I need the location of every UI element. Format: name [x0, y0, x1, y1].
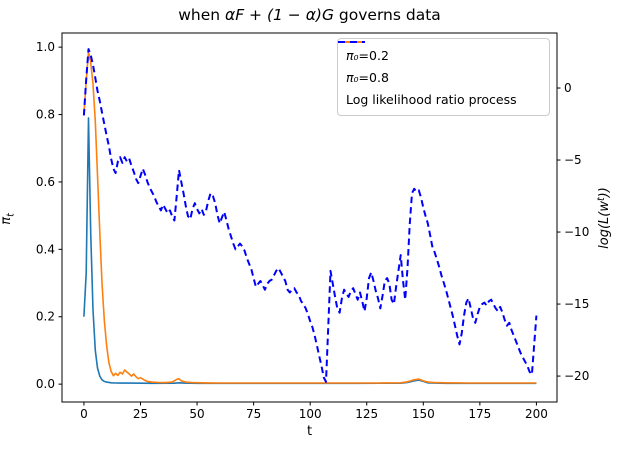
y-axis-label-left: πt: [0, 69, 17, 369]
title-prefix: when: [178, 6, 225, 24]
legend-label: π₀=0.2: [346, 47, 389, 63]
legend-label: π₀=0.8: [346, 69, 389, 85]
y-axis-label-right: log(L(wt)): [596, 68, 614, 368]
x-tick-label: 75: [246, 407, 261, 421]
y-right-tick-label: −15: [564, 297, 589, 311]
axes-tick-labels: 0 25 50 75 100 125 150 175 200 0.0 0.2 0.4 0.6 0.8 1.0…: [36, 40, 589, 421]
legend: π₀=0.2 π₀=0.8 Log likelihood ratio process: [337, 38, 550, 116]
x-tick-label: 25: [133, 407, 148, 421]
y-right-tick-label: −5: [564, 153, 582, 167]
x-tick-label: 150: [412, 407, 435, 421]
legend-entry-0: π₀=0.2: [338, 41, 541, 66]
x-axis-label: t: [306, 424, 313, 439]
legend-entry-1: π₀=0.8: [338, 41, 541, 88]
y-right-tick-label: −20: [564, 369, 589, 383]
axes-ticks: [58, 46, 561, 406]
y-left-sub: t: [5, 213, 17, 217]
y-right-tick-label: −10: [564, 225, 589, 239]
plot-series: [82, 48, 538, 385]
legend-label: Log likelihood ratio process: [346, 91, 517, 107]
y-left-tick-label: 0.6: [36, 175, 55, 189]
axes-box: [61, 32, 558, 403]
chart-title: when αF + (1 − α)G governs data: [62, 6, 557, 24]
x-tick-label: 0: [80, 407, 88, 421]
title-math: αF + (1 − α)G: [224, 6, 334, 24]
x-tick-label: 50: [189, 407, 204, 421]
legend-line-swatch: [338, 41, 365, 43]
series-line-2: [82, 48, 538, 383]
title-suffix: governs data: [333, 6, 441, 24]
x-tick-label: 200: [525, 407, 548, 421]
y-left-tick-label: 0.2: [36, 310, 55, 324]
y-left-tick-label: 1.0: [36, 40, 55, 54]
axes-spines: [61, 32, 558, 403]
y-right-sup: t: [596, 197, 607, 201]
x-tick-label: 100: [299, 407, 322, 421]
y-right-tick-label: 0: [564, 81, 572, 95]
y-right-post: )): [597, 187, 613, 198]
y-left-tick-label: 0.8: [36, 108, 55, 122]
x-tick-label: 125: [355, 407, 378, 421]
x-tick-label: 175: [468, 407, 491, 421]
y-right-pre: log(L(w: [597, 201, 613, 249]
y-left-tick-label: 0.0: [36, 377, 55, 391]
y-left-tick-label: 0.4: [36, 242, 55, 256]
y-left-base: π: [0, 216, 14, 225]
legend-entry-2: Log likelihood ratio process: [338, 41, 541, 110]
series-line-0: [83, 117, 537, 385]
series-line-1: [83, 51, 537, 384]
